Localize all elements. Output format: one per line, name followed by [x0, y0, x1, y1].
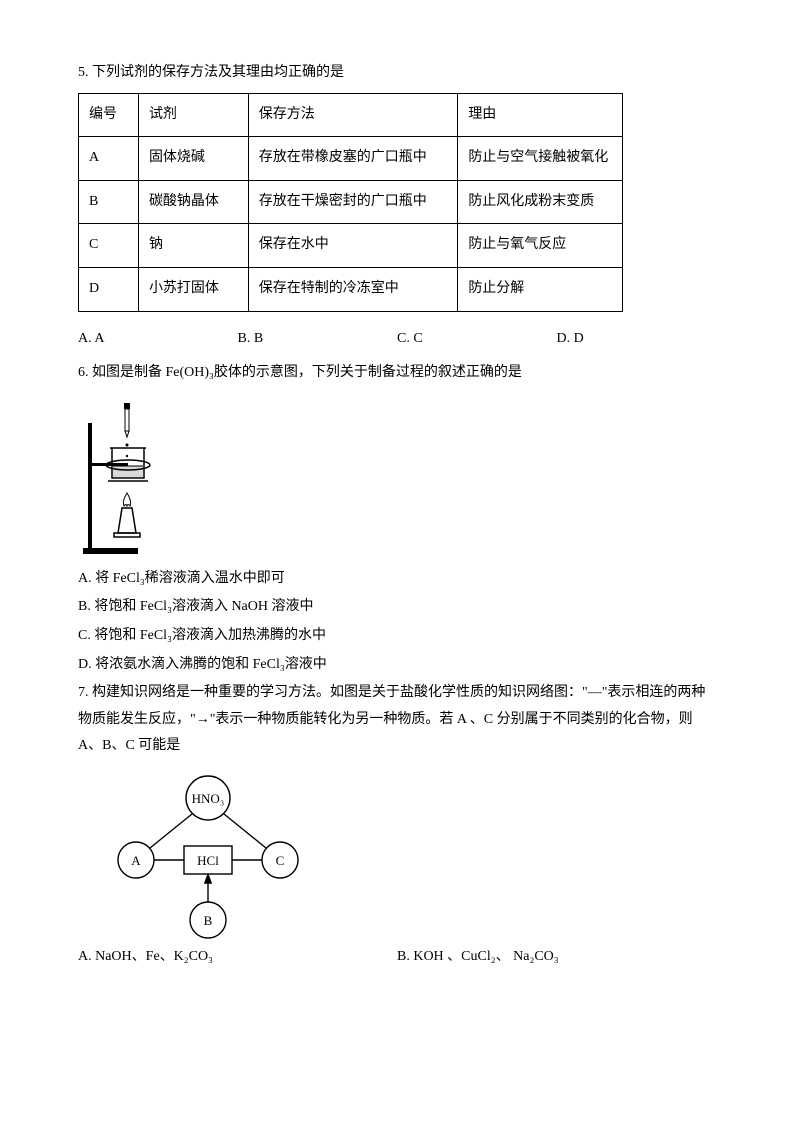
q6-option-d: D. 将浓氨水滴入沸腾的饱和 FeCl₃溶液中: [78, 652, 716, 679]
cell: 保存在水中: [248, 224, 458, 268]
th-reason: 理由: [458, 93, 623, 137]
q6-diagram: [78, 393, 173, 558]
q6-option-b: B. 将饱和 FeCl₃溶液滴入 NaOH 溶液中: [78, 594, 716, 621]
svg-text:HCl: HCl: [197, 853, 219, 868]
q7-option-b: B. KOH 、CuCl₂、 Na₂CO₃: [397, 944, 716, 971]
cell: 防止与空气接触被氧化: [458, 137, 623, 181]
cell: 碳酸钠晶体: [138, 180, 248, 224]
cell: 存放在带橡皮塞的广口瓶中: [248, 137, 458, 181]
q5-option-c: C. C: [397, 326, 557, 353]
cell: 存放在干燥密封的广口瓶中: [248, 180, 458, 224]
q5-option-a: A. A: [78, 326, 238, 353]
q5-table: 编号 试剂 保存方法 理由 A 固体烧碱 存放在带橡皮塞的广口瓶中 防止与空气接…: [78, 93, 623, 312]
cell: 钠: [138, 224, 248, 268]
svg-text:C: C: [276, 853, 285, 868]
cell: 防止分解: [458, 267, 623, 311]
svg-text:HNO₃: HNO₃: [192, 791, 225, 806]
table-row: A 固体烧碱 存放在带橡皮塞的广口瓶中 防止与空气接触被氧化: [79, 137, 623, 181]
lab-setup-icon: [78, 393, 173, 558]
cell: 小苏打固体: [138, 267, 248, 311]
q5-prompt: 5. 下列试剂的保存方法及其理由均正确的是: [78, 60, 716, 87]
cell: D: [79, 267, 139, 311]
table-row: B 碳酸钠晶体 存放在干燥密封的广口瓶中 防止风化成粉末变质: [79, 180, 623, 224]
cell: 固体烧碱: [138, 137, 248, 181]
svg-text:B: B: [204, 913, 213, 928]
q5-option-b: B. B: [238, 326, 398, 353]
cell: 保存在特制的冷冻室中: [248, 267, 458, 311]
table-row: C 钠 保存在水中 防止与氧气反应: [79, 224, 623, 268]
cell: B: [79, 180, 139, 224]
cell: C: [79, 224, 139, 268]
q5-options: A. A B. B C. C D. D: [78, 326, 716, 353]
q6-prompt: 6. 如图是制备 Fe(OH)₃胶体的示意图，下列关于制备过程的叙述正确的是: [78, 360, 716, 387]
q5-option-d: D. D: [557, 326, 717, 353]
svg-text:A: A: [131, 853, 141, 868]
th-method: 保存方法: [248, 93, 458, 137]
q7-option-a: A. NaOH、Fe、K₂CO₃: [78, 944, 397, 971]
table-header-row: 编号 试剂 保存方法 理由: [79, 93, 623, 137]
q7-network-diagram: HNO₃ A HCl C B: [108, 770, 308, 930]
th-id: 编号: [79, 93, 139, 137]
cell: 防止风化成粉末变质: [458, 180, 623, 224]
network-icon: HNO₃ A HCl C B: [108, 770, 308, 940]
q6-option-c: C. 将饱和 FeCl₃溶液滴入加热沸腾的水中: [78, 623, 716, 650]
cell: 防止与氧气反应: [458, 224, 623, 268]
q6-option-a: A. 将 FeCl₃稀溶液滴入温水中即可: [78, 566, 716, 593]
table-row: D 小苏打固体 保存在特制的冷冻室中 防止分解: [79, 267, 623, 311]
q7-options: A. NaOH、Fe、K₂CO₃ B. KOH 、CuCl₂、 Na₂CO₃: [78, 944, 716, 971]
cell: A: [79, 137, 139, 181]
th-reagent: 试剂: [138, 93, 248, 137]
q7-prompt: 7. 构建知识网络是一种重要的学习方法。如图是关于盐酸化学性质的知识网络图："—…: [78, 680, 716, 760]
